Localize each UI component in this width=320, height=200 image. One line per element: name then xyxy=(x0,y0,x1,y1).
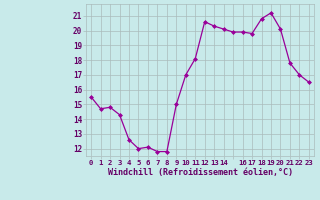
X-axis label: Windchill (Refroidissement éolien,°C): Windchill (Refroidissement éolien,°C) xyxy=(108,168,292,177)
